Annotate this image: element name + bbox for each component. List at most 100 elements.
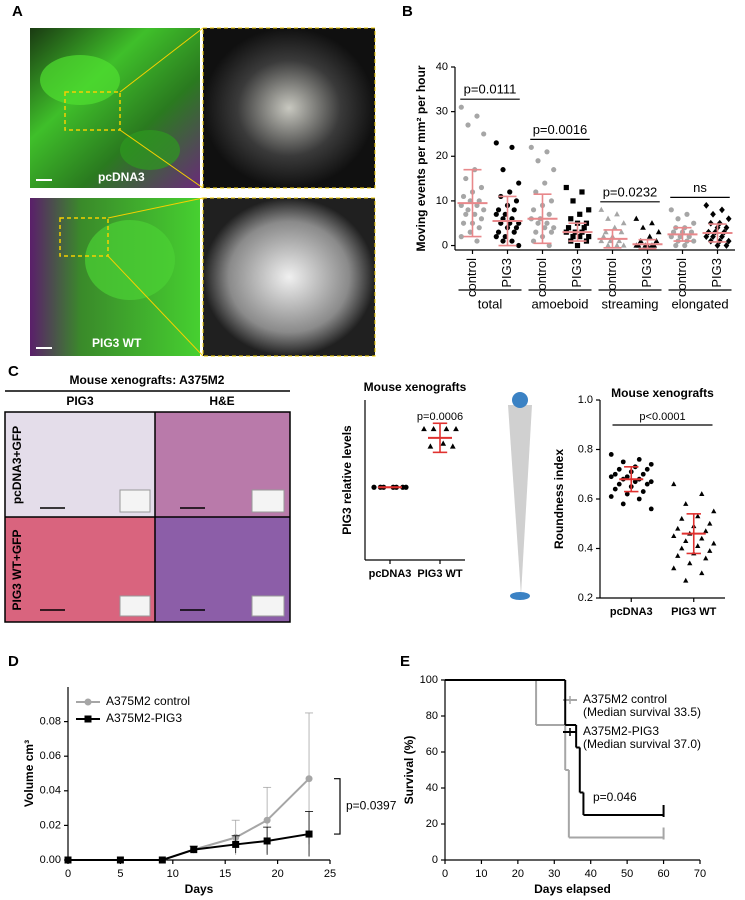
marker (190, 846, 198, 854)
marker (707, 520, 713, 526)
panel-label: E (400, 653, 410, 670)
x-tick-label: PIG3 WT (671, 606, 717, 618)
marker (649, 220, 655, 226)
marker (620, 501, 626, 507)
marker (570, 234, 576, 240)
marker (675, 525, 681, 531)
marker (460, 220, 467, 226)
y-tick-label: 20 (426, 818, 438, 830)
marker (513, 198, 520, 204)
marker (551, 225, 557, 231)
significance-bracket (334, 778, 341, 835)
x-tick-label: 10 (167, 868, 179, 880)
marker (636, 496, 642, 502)
marker (605, 242, 611, 248)
marker (611, 224, 618, 230)
legend-label: A375M2-PIG3 (583, 724, 659, 738)
marker (535, 158, 541, 164)
marker (516, 242, 522, 249)
marker (616, 481, 622, 487)
marker (158, 856, 166, 864)
x-tick-label: control (534, 258, 549, 297)
marker (655, 229, 662, 235)
marker (719, 206, 725, 214)
marker (673, 242, 679, 249)
x-tick-label: PIG3 (709, 258, 724, 288)
marker (620, 459, 626, 465)
marker (668, 207, 674, 213)
marker (371, 484, 377, 490)
x-tick-label: control (604, 258, 619, 297)
shape-icon (508, 392, 532, 600)
x-tick-label: 20 (271, 868, 283, 880)
marker (725, 215, 732, 223)
legend-label: A375M2-PIG3 (106, 711, 182, 725)
marker (460, 193, 467, 200)
marker (449, 443, 456, 449)
y-tick-label: 40 (426, 782, 438, 794)
marker (703, 528, 709, 534)
row-header: PIG3 WT+GFP (10, 529, 24, 610)
x-tick-label: PIG3 WT (417, 568, 463, 580)
column-header: PIG3 (66, 394, 94, 408)
y-tick-label: 0.2 (578, 592, 593, 604)
y-tick-label: 60 (426, 746, 438, 758)
marker (579, 189, 585, 195)
marker (624, 474, 630, 480)
legend-label: A375M2 control (106, 694, 190, 708)
marker (116, 856, 124, 864)
marker (563, 184, 569, 191)
y-tick-label: 0.08 (40, 716, 61, 728)
marker (711, 508, 717, 514)
marker (542, 180, 548, 186)
marker (707, 219, 714, 227)
marker (648, 506, 654, 512)
y-axis-label: Volume cm³ (22, 740, 36, 807)
y-axis-label: PIG3 relative levels (340, 425, 354, 535)
marker (586, 234, 592, 240)
x-tick-label: 70 (694, 868, 706, 880)
series-line (68, 833, 310, 861)
y-tick-label: 0.06 (40, 750, 61, 762)
group-label: amoeboid (531, 296, 588, 311)
y-axis-label: Moving events per mm² per hour (414, 65, 428, 251)
marker (574, 242, 581, 249)
marker (703, 201, 710, 209)
panel-label: A (12, 3, 23, 20)
marker (607, 237, 614, 244)
marker (84, 715, 92, 723)
group-label: total (478, 296, 503, 311)
marker (707, 548, 713, 553)
annotation: p=0.0111 (464, 82, 517, 97)
marker (577, 211, 583, 217)
x-tick-label: 10 (475, 868, 487, 880)
marker (84, 698, 92, 706)
marker (481, 207, 487, 213)
x-tick-label: 0 (442, 868, 448, 880)
marker (648, 479, 654, 485)
marker (675, 216, 681, 222)
panel-title: Mouse xenografts: A375M2 (70, 373, 225, 387)
marker (633, 215, 640, 221)
marker (427, 443, 434, 449)
x-tick-label: 40 (585, 868, 597, 880)
marker (725, 237, 732, 245)
marker (632, 479, 638, 485)
marker (465, 122, 471, 128)
x-tick-label: pcDNA3 (369, 568, 412, 580)
marker (542, 225, 548, 231)
marker (548, 229, 555, 235)
y-tick-label: 10 (436, 195, 448, 207)
y-tick-label: 80 (426, 710, 438, 722)
marker (614, 211, 620, 217)
x-axis-label: Days elapsed (534, 882, 611, 896)
marker (695, 513, 701, 519)
annotation: p<0.0001 (639, 411, 685, 423)
marker (502, 234, 508, 240)
y-tick-label: 0.04 (40, 785, 61, 797)
marker (710, 233, 716, 240)
image-label: pcDNA3 (98, 170, 145, 184)
marker (699, 535, 705, 541)
marker (474, 238, 480, 244)
marker (710, 210, 716, 218)
